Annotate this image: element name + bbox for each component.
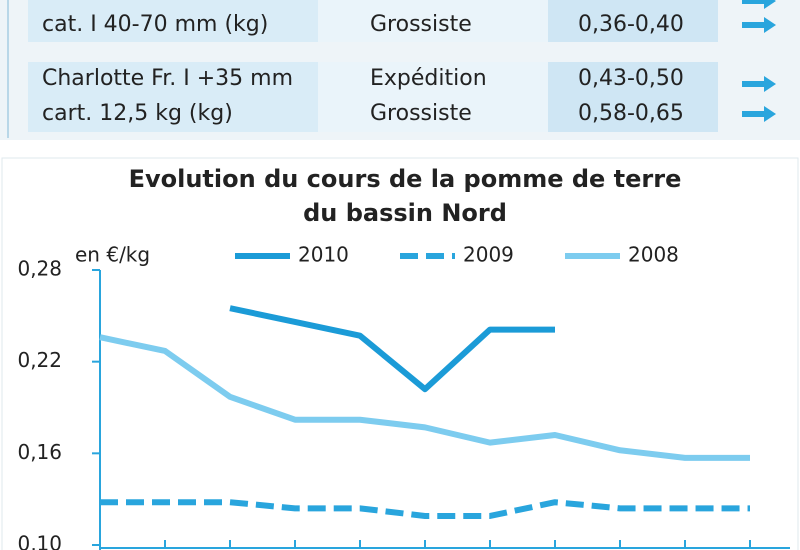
cell xyxy=(28,62,318,132)
cell xyxy=(548,62,718,132)
y-tick-label: 0,28 xyxy=(17,257,62,281)
legend-label: 2009 xyxy=(463,243,514,267)
arrow-icon xyxy=(742,76,776,92)
cell-text: 0,43-0,50 xyxy=(578,66,684,91)
cell-text: cart. 12,5 kg (kg) xyxy=(42,101,233,126)
cell-text: 0,58-0,65 xyxy=(578,101,684,126)
y-axis-label: en €/kg xyxy=(75,243,150,267)
cell xyxy=(548,0,718,42)
cell xyxy=(28,0,318,42)
arrow-icon xyxy=(742,0,776,9)
series-line xyxy=(229,305,555,393)
arrow-icon xyxy=(742,106,776,122)
cell-text: cat. I 40-70 mm (kg) xyxy=(42,12,268,37)
chart-panel xyxy=(1,157,799,550)
chart-title: du bassin Nord xyxy=(303,199,507,227)
legend-label: 2010 xyxy=(298,243,349,267)
cell-text: Grossiste xyxy=(370,12,472,37)
cell-text: Grossiste xyxy=(370,101,472,126)
cell xyxy=(318,0,548,42)
legend-label: 2008 xyxy=(628,243,679,267)
y-tick-label: 0,22 xyxy=(17,348,62,372)
y-tick-label: 0,16 xyxy=(17,440,62,464)
series-line xyxy=(100,499,750,519)
cell-text: Expédition xyxy=(370,66,487,91)
chart-title: Evolution du cours de la pomme de terre xyxy=(129,165,682,193)
table-row xyxy=(28,62,718,132)
arrows xyxy=(742,0,776,122)
cell-text: 0,36-0,40 xyxy=(578,12,684,37)
series-line xyxy=(99,334,750,461)
table-row xyxy=(28,0,718,42)
cell-text: Charlotte Fr. I +35 mm xyxy=(42,66,293,91)
arrow-icon xyxy=(742,17,776,33)
y-tick-label: 0,10 xyxy=(17,532,62,550)
cell xyxy=(318,62,548,132)
